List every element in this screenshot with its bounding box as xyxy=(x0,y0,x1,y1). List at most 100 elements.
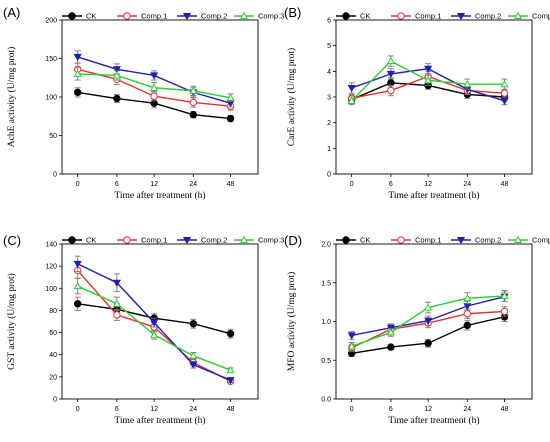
data-point xyxy=(463,294,472,302)
legend-marker xyxy=(342,12,350,20)
data-point xyxy=(424,317,433,325)
y-tick-label: 1.5 xyxy=(321,280,331,287)
chart-panel-3: (C) 0 20 40 60 80 100 120 140 0 6 12 24 48 Time after … xyxy=(3,233,284,426)
data-point xyxy=(386,56,395,65)
chart-panel-4: (D) 0.0 0.5 1.0 1.5 2.0 0 6 12 24 48 Time after tre… xyxy=(284,233,550,426)
panel-letter: (A) xyxy=(3,5,20,20)
x-tick-label: 6 xyxy=(115,406,119,413)
data-point xyxy=(387,343,395,351)
legend-label: Comp.1 xyxy=(415,236,441,245)
legend-label: CK xyxy=(360,236,370,245)
series-comp-2 xyxy=(347,291,509,340)
legend-item: CK xyxy=(62,236,96,245)
legend-label: Comp.3 xyxy=(258,236,284,245)
x-tick-label: 12 xyxy=(424,406,432,413)
legend-label: Comp.2 xyxy=(475,12,501,21)
x-tick-label: 48 xyxy=(227,181,235,188)
legend-label: Comp.3 xyxy=(258,12,284,21)
data-point xyxy=(424,339,432,347)
y-tick-label: 20 xyxy=(49,374,57,381)
legend-item: Comp.1 xyxy=(391,236,441,245)
legend-marker xyxy=(182,12,192,21)
x-tick-label: 12 xyxy=(150,406,158,413)
data-point xyxy=(500,89,509,97)
data-point xyxy=(150,319,159,327)
series-comp-3 xyxy=(73,67,235,103)
legend-label: CK xyxy=(86,12,96,21)
legend-item: Comp.1 xyxy=(391,12,441,21)
legend-item: Comp.3 xyxy=(508,12,550,21)
data-point xyxy=(112,66,121,74)
x-tick-label: 0 xyxy=(350,406,354,413)
y-tick-label: 140 xyxy=(45,242,57,249)
data-point xyxy=(226,377,235,385)
data-point xyxy=(73,53,82,62)
legend-item: Comp.3 xyxy=(234,12,284,21)
data-point xyxy=(463,79,472,88)
data-point xyxy=(112,71,121,79)
legend-marker xyxy=(342,236,350,244)
data-point xyxy=(226,329,235,338)
data-point xyxy=(347,332,356,340)
x-tick-label: 48 xyxy=(501,406,509,413)
series-comp-3 xyxy=(347,290,509,351)
y-tick-label: 100 xyxy=(45,95,57,102)
panel-letter: (C) xyxy=(3,233,21,248)
x-tick-label: 24 xyxy=(189,406,197,413)
legend-label: Comp.1 xyxy=(141,12,167,21)
x-tick-label: 12 xyxy=(150,181,158,188)
y-tick-label: 40 xyxy=(49,352,57,359)
y-axis-label: MFO activity (U/mg prot) xyxy=(286,272,297,371)
y-tick-label: 200 xyxy=(45,18,57,25)
legend-item: Comp.2 xyxy=(451,236,501,245)
x-tick-label: 48 xyxy=(501,181,509,188)
data-point xyxy=(387,86,395,95)
legend-item: Comp.2 xyxy=(177,236,227,245)
legend-item: Comp.3 xyxy=(234,236,284,245)
y-tick-label: 0.0 xyxy=(321,397,331,404)
x-tick-label: 6 xyxy=(389,181,393,188)
data-point xyxy=(112,299,121,307)
x-tick-label: 0 xyxy=(350,181,354,188)
x-axis-label: Time after treatment (h) xyxy=(114,415,205,426)
legend-marker xyxy=(68,12,76,20)
data-point xyxy=(424,76,433,84)
legend-label: Comp.2 xyxy=(475,236,501,245)
data-point xyxy=(113,311,121,319)
data-point xyxy=(73,281,82,290)
data-point xyxy=(150,330,159,338)
x-axis-label: Time after treatment (h) xyxy=(388,190,479,201)
y-tick-label: 2.0 xyxy=(321,242,331,249)
y-tick-label: 120 xyxy=(45,264,57,271)
data-point xyxy=(500,97,509,106)
y-tick-label: 0 xyxy=(53,172,57,179)
series-comp-3 xyxy=(347,55,509,106)
legend-item: Comp.1 xyxy=(117,12,167,21)
legend-marker xyxy=(513,11,523,20)
x-tick-label: 6 xyxy=(389,406,393,413)
x-tick-label: 24 xyxy=(189,181,197,188)
legend-marker xyxy=(456,12,466,21)
y-tick-label: 150 xyxy=(45,56,57,63)
legend-marker xyxy=(239,11,249,20)
x-tick-label: 24 xyxy=(463,181,471,188)
data-point xyxy=(386,70,395,79)
data-point xyxy=(112,279,121,287)
x-tick-label: 48 xyxy=(227,406,235,413)
legend-label: Comp.3 xyxy=(532,12,550,21)
legend-marker xyxy=(397,12,405,20)
panel-letter: (D) xyxy=(284,233,302,248)
y-axis-label: CarE activity (U/mg prot) xyxy=(286,48,297,146)
legend-item: Comp.1 xyxy=(117,236,167,245)
data-point xyxy=(189,320,198,328)
legend: CK Comp.1 Comp.2 Comp.3 xyxy=(62,236,284,245)
y-tick-label: 5 xyxy=(327,43,331,50)
data-point xyxy=(424,65,433,73)
plot-frame xyxy=(61,243,259,400)
data-point xyxy=(226,93,235,101)
legend-item: Comp.3 xyxy=(508,236,550,245)
legend-label: Comp.1 xyxy=(415,12,441,21)
data-point xyxy=(463,321,472,330)
